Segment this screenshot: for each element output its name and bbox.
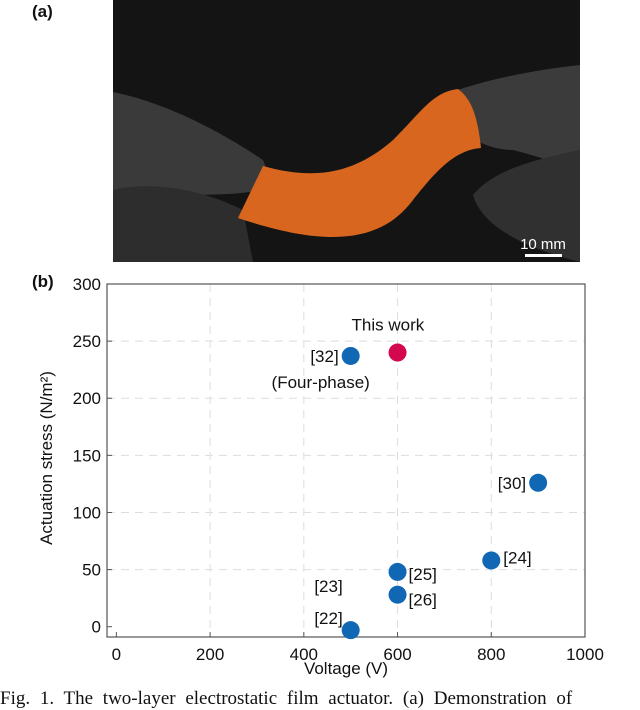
data-point [341, 621, 360, 640]
point-label: [23] [314, 577, 342, 596]
ticks: 0 200 400 600 800 1000 0 50 100 150 200 250 300 [73, 275, 604, 664]
film-actuator [238, 89, 481, 238]
panel-a-label: (a) [32, 2, 53, 21]
figure-caption: Fig. 1. The two-layer electrostatic film… [0, 688, 573, 709]
x-tick-label: 400 [290, 645, 318, 664]
y-tick-label: 200 [73, 389, 101, 408]
point-label: [26] [409, 591, 437, 610]
x-axis-label: Voltage (V) [304, 659, 388, 678]
x-tick-label: 200 [196, 645, 224, 664]
scatter-chart: 0 200 400 600 800 1000 0 50 100 150 200 250 300 This… [37, 275, 604, 678]
data-point [388, 585, 407, 604]
point-sublabel: (Four-phase) [272, 373, 370, 392]
x-tick-label: 800 [477, 645, 505, 664]
y-tick-label: 150 [73, 446, 101, 465]
data-point [388, 343, 407, 362]
panel-b-label: (b) [32, 272, 54, 291]
data-point [529, 473, 548, 492]
left-hand-lower [113, 186, 253, 262]
y-tick-label: 100 [73, 503, 101, 522]
right-hand-lower [473, 150, 580, 262]
scale-bar-label: 10 mm [520, 236, 566, 253]
y-tick-label: 0 [92, 618, 101, 637]
grid [107, 284, 585, 637]
data-points: This work [32] (Four-phase) [30] [24] [25] [26… [272, 316, 548, 640]
y-tick-label: 50 [82, 561, 101, 580]
y-tick-label: 250 [73, 332, 101, 351]
y-axis-label: Actuation stress (N/m²) [37, 371, 56, 545]
plot-frame [106, 283, 586, 638]
x-tick-label: 0 [112, 645, 121, 664]
x-tick-label: 600 [383, 645, 411, 664]
point-label: [24] [503, 548, 531, 567]
data-point [341, 346, 360, 365]
point-label: This work [352, 316, 425, 335]
point-label: [22] [314, 609, 342, 628]
data-point [482, 551, 501, 570]
data-point [388, 562, 407, 581]
point-label: [32] [310, 347, 338, 366]
point-label: [25] [409, 565, 437, 584]
y-tick-label: 300 [73, 275, 101, 294]
actuator-photo: 10 mm [113, 0, 580, 262]
scale-bar [525, 254, 562, 257]
x-tick-label: 1000 [566, 645, 604, 664]
point-label: [30] [498, 474, 526, 493]
right-hand [443, 65, 580, 175]
